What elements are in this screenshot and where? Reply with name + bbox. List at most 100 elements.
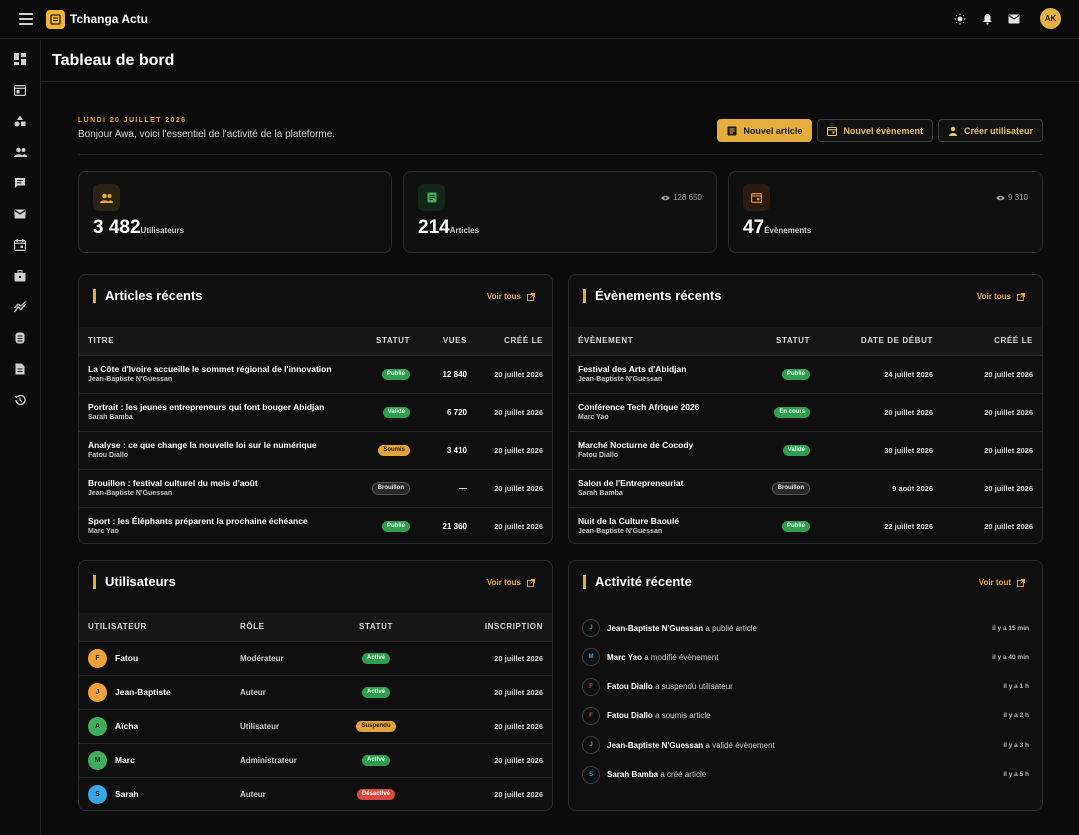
user-name[interactable]: Sarah bbox=[115, 789, 139, 800]
col-created: CRÉÉ LE bbox=[994, 336, 1033, 346]
article-title[interactable]: La Côte d'Ivoire accueille le sommet rég… bbox=[88, 363, 332, 374]
users-icon[interactable] bbox=[13, 145, 27, 159]
see-all-users-link[interactable]: Voir tous bbox=[487, 578, 535, 587]
users-stat-card[interactable]: 3 482Utilisateurs bbox=[78, 171, 392, 253]
status-cell: Publié bbox=[759, 506, 819, 545]
table-row[interactable]: J Jean-Baptiste Auteur Activé 20 juillet 202… bbox=[79, 674, 552, 709]
table-row[interactable]: Salon de l'Entrepreneuriat Sarah Bamba Bro… bbox=[569, 468, 1042, 507]
pages-icon[interactable] bbox=[13, 362, 27, 376]
article-author: Sarah Bamba bbox=[88, 413, 133, 421]
user-name[interactable]: Marc bbox=[115, 755, 135, 765]
article-title[interactable]: Brouillon : festival culturel du mois d'… bbox=[88, 477, 258, 488]
start-date: 20 juillet 2026 bbox=[819, 392, 942, 431]
avatar: J bbox=[88, 682, 107, 702]
event-title[interactable]: Conférence Tech Afrique 2026 bbox=[578, 401, 700, 412]
mail-icon[interactable] bbox=[1007, 12, 1021, 26]
status-cell: Activé bbox=[336, 742, 416, 777]
categories-icon[interactable] bbox=[13, 114, 27, 128]
mail-icon[interactable] bbox=[13, 207, 27, 221]
created-date: 20 juillet 2026 bbox=[476, 354, 552, 393]
views-count: — bbox=[419, 468, 476, 507]
status-cell: Publié bbox=[359, 354, 419, 393]
avatar: F bbox=[582, 706, 600, 725]
new-event-button[interactable]: Nouvel évènement bbox=[817, 119, 933, 142]
see-all-articles-link[interactable]: Voir tous bbox=[487, 292, 535, 301]
activity-panel: Activité récente Voir tout J Jean-Baptist… bbox=[568, 560, 1043, 811]
article-cell: Portrait : les jeunes entrepreneurs qui … bbox=[79, 392, 359, 431]
event-title[interactable]: Nuit de la Culture Baoulé bbox=[578, 515, 680, 526]
new-article-button[interactable]: Nouvel article bbox=[717, 119, 813, 142]
signup-date: 20 juillet 2026 bbox=[416, 776, 552, 811]
activity-item[interactable]: J Jean-Baptiste N'Guessan a publié articl… bbox=[582, 618, 1029, 638]
articles-icon[interactable] bbox=[13, 83, 27, 97]
table-row[interactable]: Brouillon : festival culturel du mois d'… bbox=[79, 468, 552, 507]
activity-item[interactable]: S Sarah Bamba a créé article il y a 5 h bbox=[582, 765, 1029, 785]
event-cell: Marché Nocturne de Cocody Fatou Diallo bbox=[569, 430, 759, 469]
activity-action: a créé article bbox=[660, 770, 707, 779]
table-row[interactable]: Nuit de la Culture Baoulé Jean-Baptiste N… bbox=[569, 506, 1042, 545]
created-date: 20 juillet 2026 bbox=[476, 392, 552, 431]
greeting-text: Bonjour Awa, voici l'essentiel de l'acti… bbox=[78, 129, 336, 140]
theme-toggle-icon[interactable] bbox=[953, 12, 967, 26]
activity-item[interactable]: F Fatou Diallo a soumis article il y a 2 h bbox=[582, 706, 1029, 726]
dashboard-icon[interactable] bbox=[13, 52, 27, 66]
stat-value: 3 482Utilisateurs bbox=[93, 217, 184, 239]
activity-time: il y a 5 h bbox=[1003, 771, 1029, 778]
table-row[interactable]: Portrait : les jeunes entrepreneurs qui … bbox=[79, 392, 552, 431]
article-cell: Brouillon : festival culturel du mois d'… bbox=[79, 468, 359, 507]
see-all-label: Voir tous bbox=[976, 292, 1011, 301]
bell-icon[interactable] bbox=[980, 12, 994, 26]
table-row[interactable]: Analyse : ce que change la nouvelle loi … bbox=[79, 430, 552, 469]
activity-item[interactable]: M Marc Yao a modifié évènement il y a 40 m… bbox=[582, 647, 1029, 667]
event-title[interactable]: Salon de l'Entrepreneuriat bbox=[578, 477, 684, 488]
user-name[interactable]: Fatou bbox=[115, 653, 139, 663]
quick-actions: Nouvel article Nouvel évènement Créer ut… bbox=[717, 119, 1043, 142]
settings-icon[interactable] bbox=[13, 331, 27, 345]
table-row[interactable]: F Fatou Modérateur Activé 20 juillet 2026 bbox=[79, 640, 552, 675]
see-all-label: Voir tous bbox=[486, 292, 521, 301]
ads-icon[interactable] bbox=[13, 269, 27, 283]
col-status: STATUT bbox=[776, 336, 810, 346]
article-title[interactable]: Sport : les Éléphants préparent la proch… bbox=[88, 515, 308, 526]
table-row[interactable]: M Marc Administrateur Activé 20 juillet 2026 bbox=[79, 742, 552, 777]
analytics-icon[interactable] bbox=[13, 300, 27, 314]
article-title[interactable]: Portrait : les jeunes entrepreneurs qui … bbox=[88, 401, 325, 412]
event-title[interactable]: Festival des Arts d'Abidjan bbox=[578, 363, 687, 374]
users-table: UTILISATEUR RÔLE STATUT INSCRIPTION F Fat… bbox=[79, 613, 552, 811]
user-role: Utilisateur bbox=[231, 708, 336, 743]
see-all-events-link[interactable]: Voir tous bbox=[977, 292, 1025, 301]
activity-action: a modifié évènement bbox=[644, 652, 719, 662]
articles-views: 128 650 bbox=[661, 193, 702, 202]
table-row[interactable]: A Aïcha Utilisateur Suspendu 20 juillet 2026 bbox=[79, 708, 552, 743]
articles-stat-card[interactable]: 128 650 214Articles bbox=[403, 171, 717, 253]
activity-item[interactable]: J Jean-Baptiste N'Guessan a validé évènem… bbox=[582, 735, 1029, 755]
history-icon[interactable] bbox=[13, 393, 27, 407]
panel-title: Activité récente bbox=[583, 575, 692, 589]
article-title[interactable]: Analyse : ce que change la nouvelle loi … bbox=[88, 439, 317, 450]
create-user-button[interactable]: Créer utilisateur bbox=[937, 119, 1043, 142]
comments-icon[interactable] bbox=[13, 176, 27, 190]
user-name[interactable]: Jean-Baptiste bbox=[115, 687, 171, 697]
table-row[interactable]: Sport : les Éléphants préparent la proch… bbox=[79, 506, 552, 545]
events-icon[interactable] bbox=[13, 238, 27, 252]
actor-name: Sarah Bamba bbox=[607, 770, 659, 779]
table-row[interactable]: S Sarah Auteur Désactivé 20 juillet 2026 bbox=[79, 776, 552, 811]
menu-icon[interactable] bbox=[19, 13, 33, 25]
table-row[interactable]: La Côte d'Ivoire accueille le sommet rég… bbox=[79, 354, 552, 393]
user-name[interactable]: Aïcha bbox=[115, 721, 139, 731]
avatar: S bbox=[88, 784, 107, 804]
event-cell: Festival des Arts d'Abidjan Jean-Baptiste… bbox=[569, 354, 759, 393]
table-row[interactable]: Conférence Tech Afrique 2026 Marc Yao En c… bbox=[569, 392, 1042, 431]
see-all-activity-link[interactable]: Voir tout bbox=[979, 578, 1025, 587]
user-avatar[interactable]: AK bbox=[1040, 8, 1061, 29]
table-row[interactable]: Marché Nocturne de Cocody Fatou Diallo Val… bbox=[569, 430, 1042, 469]
activity-item[interactable]: F Fatou Diallo a suspendu utilisateur il y… bbox=[582, 677, 1029, 697]
event-title[interactable]: Marché Nocturne de Cocody bbox=[578, 439, 694, 450]
table-row[interactable]: Festival des Arts d'Abidjan Jean-Baptiste… bbox=[569, 354, 1042, 393]
events-stat-card[interactable]: 9 310 47Évènements bbox=[728, 171, 1043, 253]
events-label: Évènements bbox=[764, 226, 812, 235]
event-author: Sarah Bamba bbox=[578, 489, 623, 497]
created-date: 20 juillet 2026 bbox=[476, 468, 552, 507]
article-author: Marc Yao bbox=[88, 527, 119, 535]
articles-table: TITRE STATUT VUES CRÉÉ LE La Côte d'Ivoi… bbox=[79, 327, 552, 545]
